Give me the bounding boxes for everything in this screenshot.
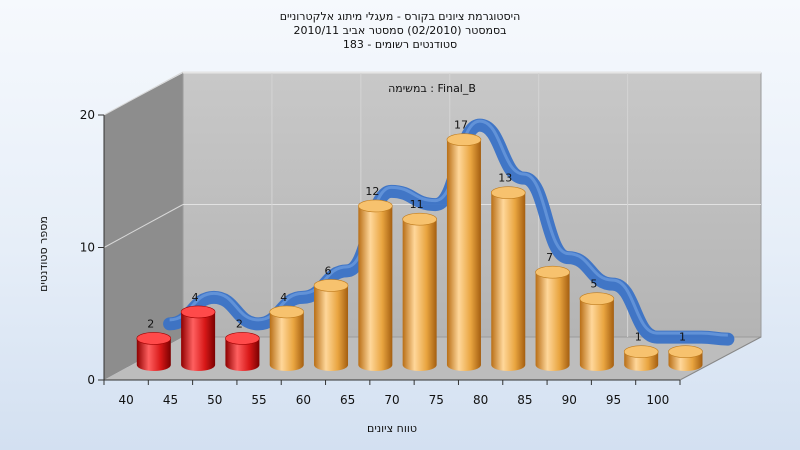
x-axis-ticks: 40 45 50 55 60 65 70 75 80 85 90 95 100 xyxy=(103,380,681,407)
data-label: 6 xyxy=(325,264,332,277)
bar xyxy=(446,133,482,371)
bar xyxy=(313,279,349,371)
y-tick-label: 20 xyxy=(80,108,95,122)
bar-top xyxy=(269,305,305,319)
y-axis-ticks: 0 10 20 xyxy=(80,108,104,387)
data-label: 12 xyxy=(365,185,379,198)
x-tick-label: 100 xyxy=(646,393,669,407)
data-label: 4 xyxy=(280,291,287,304)
chart-title-line-2: בסמסטר (02/2010) סמסטר אביב 2010/11 xyxy=(293,24,507,37)
x-tick-label: 50 xyxy=(207,393,222,407)
chart-title: היסטוגרמת ציונים בקורס - מעגלי מיתוג אלק… xyxy=(0,10,800,52)
data-label: 13 xyxy=(498,172,512,185)
chart-subtitle: במשימה : Final_B xyxy=(388,82,476,95)
x-tick-label: 65 xyxy=(340,393,355,407)
x-tick-label: 40 xyxy=(119,393,134,407)
y-axis-title: מספר סטודנטים xyxy=(37,216,50,292)
bar xyxy=(623,345,659,371)
x-tick-label: 75 xyxy=(429,393,444,407)
grid-line-left xyxy=(103,71,184,116)
bar-top xyxy=(579,292,615,306)
bar xyxy=(668,345,703,371)
bar xyxy=(136,332,172,371)
chart-title-line-1: היסטוגרמת ציונים בקורס - מעגלי מיתוג אלק… xyxy=(279,10,521,23)
x-tick-label: 95 xyxy=(606,393,621,407)
data-label: 5 xyxy=(590,278,597,291)
data-label: 17 xyxy=(454,119,468,132)
data-label: 11 xyxy=(410,198,424,211)
bar-top xyxy=(490,186,526,199)
x-tick-label: 90 xyxy=(562,393,577,407)
bar-body xyxy=(358,205,393,371)
data-label: 7 xyxy=(546,251,553,264)
bar xyxy=(535,265,570,371)
bar-top xyxy=(225,332,260,345)
bar-top xyxy=(623,345,659,359)
bar-body xyxy=(402,219,437,371)
bar-body xyxy=(225,338,260,371)
bar-body xyxy=(181,311,216,371)
data-label: 2 xyxy=(236,317,243,330)
y-tick-label: 10 xyxy=(80,241,95,255)
bar xyxy=(180,305,216,371)
bar-top xyxy=(313,279,349,292)
bar-top xyxy=(136,332,172,345)
data-label: 2 xyxy=(147,317,154,330)
bar-body xyxy=(269,311,304,371)
bar-top xyxy=(668,345,703,359)
x-axis-title: טווח ציונים xyxy=(367,422,417,435)
bar-top xyxy=(180,305,216,319)
x-tick-label: 85 xyxy=(517,393,532,407)
x-tick-label: 60 xyxy=(296,393,311,407)
x-tick-label: 45 xyxy=(163,393,178,407)
bar-body xyxy=(535,272,570,371)
grid-line-left xyxy=(103,204,184,248)
bar xyxy=(225,332,260,371)
x-tick-label: 80 xyxy=(473,393,488,407)
bar-top xyxy=(446,133,482,146)
bar-body xyxy=(491,192,526,371)
bar xyxy=(358,199,393,371)
data-label: 1 xyxy=(635,331,642,344)
bar-body xyxy=(136,338,171,371)
bar-body xyxy=(314,285,349,371)
data-label: 1 xyxy=(679,331,686,344)
bar-top xyxy=(358,199,393,213)
bar xyxy=(490,186,526,371)
bar xyxy=(402,212,437,371)
bar xyxy=(269,305,305,371)
bar-body xyxy=(579,298,614,371)
bar-top xyxy=(535,265,570,279)
floor-front-edge xyxy=(679,336,762,381)
chart-title-line-3: 183 - סטודנטים רשומים xyxy=(342,38,458,51)
x-tick-label: 70 xyxy=(384,393,399,407)
data-label: 4 xyxy=(192,291,199,304)
x-tick-label: 55 xyxy=(251,393,266,407)
bars xyxy=(136,133,703,371)
y-tick-label: 0 xyxy=(87,373,95,387)
bar xyxy=(579,292,615,371)
bar-top xyxy=(402,212,437,226)
bar-body xyxy=(446,139,481,371)
